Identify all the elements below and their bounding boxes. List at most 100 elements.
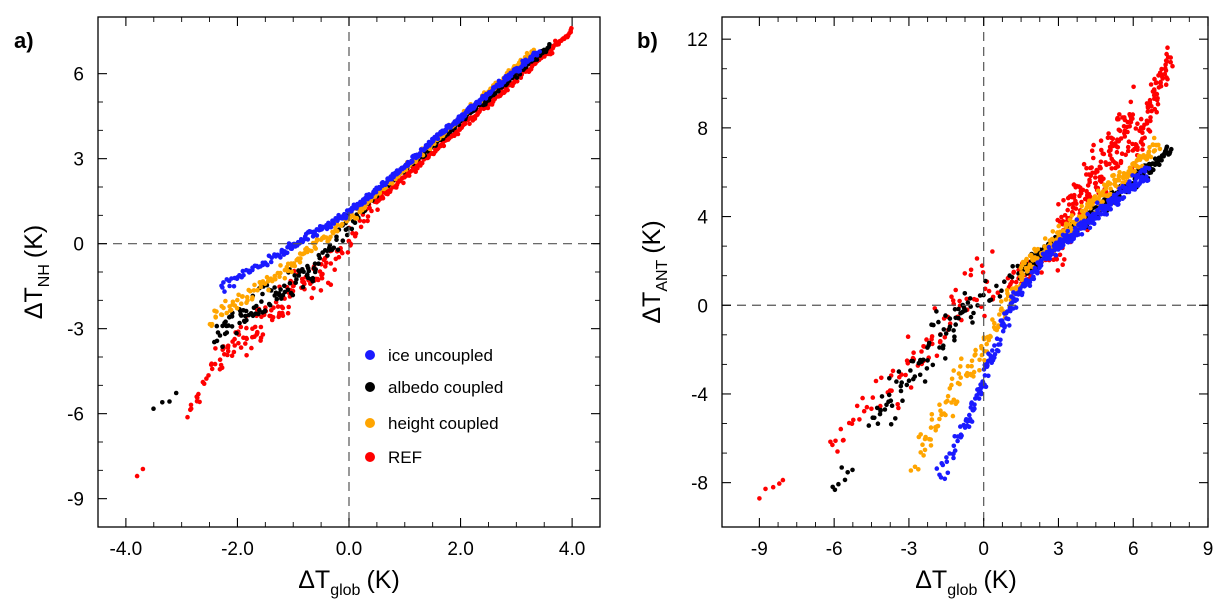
point-ref <box>1080 187 1086 193</box>
point-height-coupled <box>951 368 956 373</box>
point-albedo-coupled <box>925 358 930 363</box>
point-ref <box>990 249 995 254</box>
point-ref <box>1147 97 1153 103</box>
point-ref <box>1084 188 1089 194</box>
point-albedo-coupled <box>292 273 298 278</box>
point-ref <box>1107 153 1113 158</box>
point-ice-uncoupled <box>984 364 990 370</box>
point-ref <box>271 305 276 311</box>
point-ref <box>1147 129 1153 134</box>
point-albedo-coupled <box>256 311 261 317</box>
point-ref <box>258 324 264 330</box>
point-ice-uncoupled <box>958 435 964 440</box>
point-height-coupled <box>1116 174 1122 180</box>
point-ice-uncoupled <box>952 448 958 453</box>
point-albedo-coupled <box>293 280 299 286</box>
point-ice-uncoupled <box>982 373 988 378</box>
point-height-coupled <box>934 424 940 429</box>
point-ref <box>485 105 491 111</box>
point-ref <box>225 345 231 351</box>
point-ref <box>1101 151 1107 157</box>
point-height-coupled <box>953 401 959 407</box>
point-albedo-coupled <box>282 283 287 289</box>
point-albedo-coupled <box>962 291 968 296</box>
point-ice-uncoupled <box>1002 323 1008 329</box>
point-ice-uncoupled <box>1142 169 1148 174</box>
point-height-coupled <box>266 287 271 293</box>
point-ref <box>1126 139 1132 144</box>
point-ice-uncoupled <box>1115 191 1120 196</box>
point-ref <box>452 133 457 138</box>
point-height-coupled <box>986 337 992 343</box>
legend-entry-albedo-coupled: albedo coupled <box>365 378 503 397</box>
point-ref <box>895 402 900 407</box>
point-height-coupled <box>958 364 963 369</box>
y-tick-label: 8 <box>697 119 708 140</box>
point-height-coupled <box>973 347 978 353</box>
point-albedo-coupled <box>267 302 273 308</box>
point-ref <box>553 38 558 44</box>
point-ice-uncoupled <box>978 389 984 395</box>
point-ref <box>1054 257 1060 262</box>
point-albedo-coupled <box>926 340 932 346</box>
point-ref <box>1073 206 1079 211</box>
point-ref <box>1066 202 1072 207</box>
point-albedo-coupled <box>274 296 280 302</box>
point-height-coupled <box>1067 217 1073 223</box>
point-ice-uncoupled <box>1031 274 1036 280</box>
point-albedo-coupled <box>316 252 322 258</box>
point-height-coupled <box>1020 272 1026 277</box>
point-height-coupled <box>1136 164 1141 170</box>
point-ref <box>1155 101 1161 107</box>
point-ice-uncoupled <box>264 262 270 267</box>
point-ref <box>770 484 776 490</box>
point-ref <box>365 214 371 219</box>
point-ref <box>569 25 574 31</box>
point-height-coupled <box>250 295 255 300</box>
point-height-coupled <box>289 269 294 275</box>
point-ice-uncoupled <box>269 255 275 260</box>
point-ref <box>1114 149 1120 155</box>
point-ice-uncoupled <box>934 466 940 471</box>
point-ref <box>1159 72 1164 77</box>
point-ref <box>1154 109 1159 115</box>
point-height-coupled <box>1084 205 1090 210</box>
point-ref <box>1091 155 1096 161</box>
point-height-coupled <box>339 221 345 227</box>
panel-a-legend: ice uncoupled albedo coupled height coup… <box>365 346 503 467</box>
point-ice-uncoupled <box>1145 177 1151 183</box>
point-albedo-coupled <box>943 356 948 361</box>
point-ice-uncoupled <box>1095 200 1100 205</box>
point-ref <box>1128 116 1134 122</box>
point-ref <box>1105 135 1111 141</box>
point-height-coupled <box>982 358 987 363</box>
point-albedo-coupled <box>997 294 1003 299</box>
point-height-coupled <box>918 432 923 437</box>
point-height-coupled <box>1146 149 1152 154</box>
point-height-coupled <box>1082 214 1087 220</box>
point-albedo-coupled <box>335 247 341 253</box>
point-ref <box>864 404 870 410</box>
point-albedo-coupled <box>970 320 975 325</box>
point-height-coupled <box>255 287 260 293</box>
point-ref <box>1086 172 1092 177</box>
point-ref <box>1093 180 1099 186</box>
point-albedo-coupled <box>300 284 306 290</box>
point-albedo-coupled <box>951 328 956 333</box>
x-tick-label: -3 <box>900 539 917 560</box>
point-albedo-coupled <box>924 366 930 371</box>
point-height-coupled <box>945 398 950 404</box>
point-height-coupled <box>912 464 918 470</box>
point-height-coupled <box>928 443 934 448</box>
legend-entry-ice-uncoupled: ice uncoupled <box>365 346 493 365</box>
point-ref <box>232 343 237 348</box>
point-albedo-coupled <box>243 308 249 314</box>
point-height-coupled <box>1019 277 1024 283</box>
point-ref <box>974 297 979 303</box>
point-albedo-coupled <box>259 299 264 304</box>
point-height-coupled <box>1069 213 1075 218</box>
point-height-coupled <box>950 413 956 419</box>
point-ref <box>1056 202 1061 207</box>
point-ref <box>957 298 962 304</box>
point-albedo-coupled <box>888 398 894 404</box>
